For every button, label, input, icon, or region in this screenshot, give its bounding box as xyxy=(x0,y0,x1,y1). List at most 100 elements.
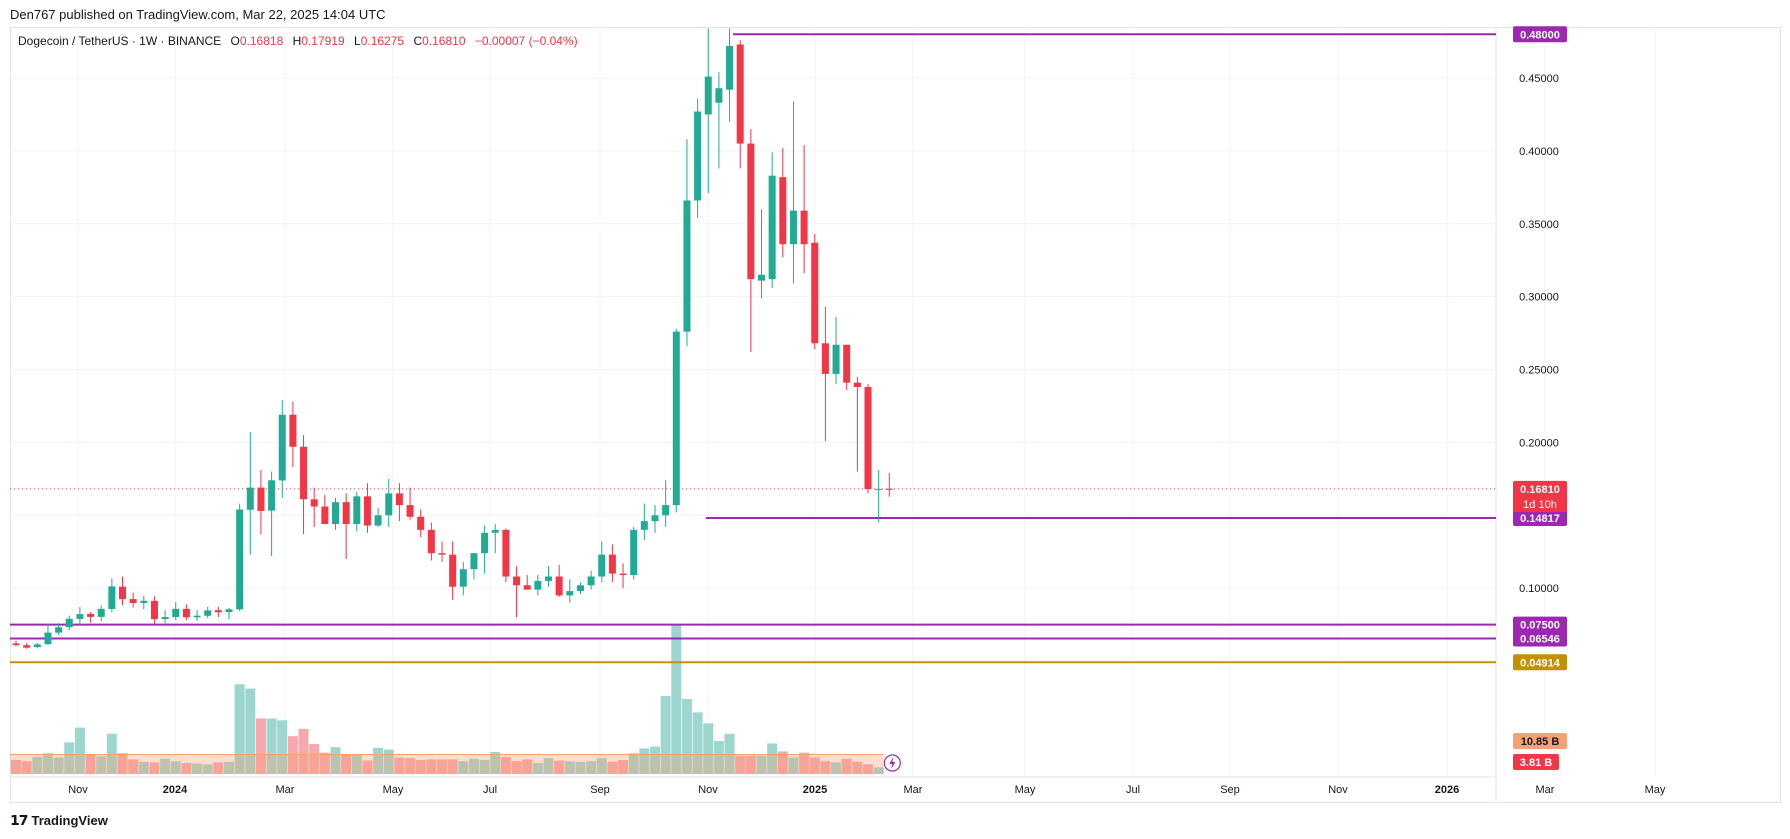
candle-body xyxy=(310,499,318,507)
candle-body xyxy=(140,600,148,604)
candle-body xyxy=(736,44,744,144)
candle xyxy=(587,570,595,590)
candle xyxy=(87,612,95,623)
grid-lines xyxy=(10,27,1656,803)
candle xyxy=(204,606,212,619)
candle xyxy=(225,607,233,620)
high-label: H xyxy=(292,34,302,48)
volume-ma-badge xyxy=(1513,733,1567,749)
candle xyxy=(374,508,382,527)
volume-bar xyxy=(277,720,288,774)
volume-bar xyxy=(767,743,778,774)
candle-body xyxy=(161,617,169,620)
candle-body xyxy=(300,446,308,500)
candle xyxy=(257,470,265,535)
candle-body xyxy=(385,493,393,516)
candle xyxy=(459,561,467,596)
price-badges: 0.48000 0.14817 0.07500 0.06546 0.04914 0.168… xyxy=(883,26,1567,772)
candle-body xyxy=(332,502,339,525)
time-tick-label: Mar xyxy=(276,784,295,796)
candle xyxy=(385,478,393,527)
volume-bar xyxy=(724,733,735,774)
volume-bar xyxy=(511,761,522,774)
candle xyxy=(821,306,829,441)
candle-body xyxy=(268,480,276,511)
candle-body xyxy=(726,45,734,90)
candle xyxy=(33,642,41,649)
candle xyxy=(662,480,670,527)
candle xyxy=(140,595,148,610)
tradingview-logo[interactable]: 𝟭𝟳 TradingView xyxy=(10,812,108,829)
close-value: 0.16810 xyxy=(422,34,466,48)
volume-bar xyxy=(809,757,820,774)
volume-bar xyxy=(437,759,447,774)
candle xyxy=(672,328,680,513)
volume-bar xyxy=(405,758,416,774)
volume-bar xyxy=(266,718,277,774)
volume-bar xyxy=(671,623,682,774)
volume-bar xyxy=(586,761,597,774)
candle-body xyxy=(587,576,595,586)
candle-body xyxy=(662,505,670,516)
candle xyxy=(97,605,105,622)
candle-body xyxy=(353,496,361,525)
volume-bar xyxy=(287,736,298,774)
level-badge-label: 0.06546 xyxy=(1520,634,1560,646)
candle xyxy=(800,145,808,274)
candle xyxy=(172,602,180,621)
candle-body xyxy=(150,600,158,620)
volume-bar xyxy=(319,752,330,774)
volume-bar xyxy=(234,684,245,774)
symbol-name: Dogecoin / TetherUS · 1W · BINANCE xyxy=(18,34,222,48)
volume-bar xyxy=(224,761,234,774)
time-tick-label: Sep xyxy=(590,784,610,796)
candle xyxy=(640,503,648,541)
volume-bar xyxy=(245,688,256,774)
candle-body xyxy=(374,515,382,526)
candle-body xyxy=(491,529,499,533)
candle xyxy=(161,610,169,624)
candle-body xyxy=(246,487,254,510)
volume-bar xyxy=(53,757,64,774)
candle xyxy=(545,566,552,587)
last-price-label: 0.16810 xyxy=(1520,484,1560,496)
volume-bar xyxy=(415,759,426,774)
candle xyxy=(513,566,521,618)
volume-bar xyxy=(554,760,565,774)
candle xyxy=(555,564,563,597)
candle-body xyxy=(576,585,584,592)
price-tick-label: 0.40000 xyxy=(1519,146,1559,158)
candle-body xyxy=(427,529,435,554)
candle xyxy=(715,72,723,169)
candle xyxy=(832,317,840,385)
candle-body xyxy=(534,580,542,590)
candle-body xyxy=(55,627,63,633)
candle xyxy=(598,541,606,583)
volume-bar xyxy=(138,761,149,774)
candle xyxy=(193,610,201,621)
level-badge xyxy=(1513,654,1567,671)
candle-body xyxy=(800,210,808,245)
candle xyxy=(44,623,52,646)
candle xyxy=(619,563,627,589)
time-tick-label: Nov xyxy=(1328,784,1348,796)
time-tick-label: May xyxy=(383,784,404,796)
candle-body xyxy=(715,88,723,103)
volume-bar xyxy=(660,695,671,774)
time-tick-label: Nov xyxy=(68,784,88,796)
candle xyxy=(12,640,20,647)
volume-bar xyxy=(117,753,128,774)
candle-body xyxy=(470,553,478,570)
candlesticks xyxy=(12,28,893,649)
candle-body xyxy=(555,576,563,596)
candle-body xyxy=(598,554,606,577)
low-label: L xyxy=(354,34,361,48)
candle-body xyxy=(417,516,425,530)
candle-body xyxy=(459,569,467,587)
candle xyxy=(129,592,137,608)
volume-bar xyxy=(852,761,863,774)
candle xyxy=(683,139,691,347)
candle xyxy=(300,435,308,535)
publish-info: Den767 published on TradingView.com, Mar… xyxy=(10,7,386,22)
